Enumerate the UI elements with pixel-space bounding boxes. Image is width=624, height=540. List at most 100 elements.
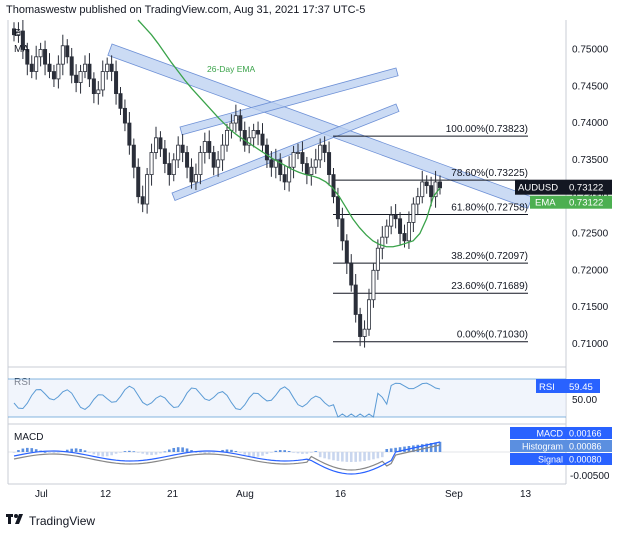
price-tick-label: 0.74500: [572, 81, 609, 92]
time-tick-label: Aug: [236, 489, 254, 500]
macd-histogram-bar: [323, 452, 326, 459]
candle-body: [38, 49, 43, 58]
macd-histogram-bar: [292, 452, 295, 453]
candle-body: [189, 166, 194, 183]
macd-histogram-bar: [252, 452, 255, 457]
candle-body: [109, 63, 114, 72]
price-tick-label: 0.74000: [572, 118, 609, 129]
candle-body: [176, 144, 181, 161]
candle-body: [220, 144, 225, 161]
macd-histogram-bar: [416, 444, 420, 452]
indicator-label-1: E: [14, 28, 21, 39]
macd-histogram-bar: [207, 452, 211, 454]
footer-brand: TradingView: [29, 513, 96, 528]
macd-histogram-bar: [88, 452, 91, 453]
macd-histogram-bar: [101, 452, 105, 457]
candle-body: [78, 71, 83, 83]
candle-body: [309, 166, 314, 175]
candle-body: [153, 137, 158, 153]
candle-body: [127, 122, 132, 146]
rsi-band: [8, 379, 566, 417]
candle-body: [83, 63, 88, 72]
ema-tag-label: EMA: [535, 198, 556, 209]
candle-body: [74, 74, 79, 83]
macd-histogram-bar: [199, 452, 202, 453]
ema-line: [137, 19, 441, 248]
macd-histogram-bar: [105, 452, 109, 457]
candle-body: [211, 152, 216, 168]
price-tick-label: 0.71000: [572, 339, 609, 350]
candle-body: [264, 144, 269, 161]
candle-body: [269, 159, 274, 168]
rsi-tag-label-box: [536, 379, 566, 393]
macd-histogram-bar: [354, 452, 357, 462]
candle-body: [349, 262, 354, 286]
candle-body: [340, 218, 345, 242]
time-tick-label: 21: [167, 489, 179, 500]
candle-body: [56, 63, 61, 80]
macd-histogram-bar: [420, 444, 424, 452]
macd-histogram-bar: [243, 452, 247, 455]
time-tick-label: 12: [100, 489, 112, 500]
candle-body: [207, 141, 212, 153]
macd-histogram-bar: [176, 447, 180, 452]
macd-histogram-bar: [154, 452, 158, 455]
candle-body: [47, 63, 52, 72]
candle-body: [411, 203, 416, 223]
candle-body: [114, 71, 119, 95]
rsi-tag-label: RSI: [539, 382, 555, 393]
macd-histogram-bar: [190, 450, 193, 452]
macd-histogram-bar: [256, 452, 260, 457]
macd-histogram-bar: [318, 452, 322, 458]
candle-body: [65, 45, 70, 58]
macd-histogram-bar: [43, 451, 47, 453]
candle-body: [424, 181, 429, 187]
macd-line: [13, 441, 441, 475]
macd-histogram-bar: [212, 452, 215, 453]
macd-histogram-bar: [278, 450, 282, 452]
fib-level-label: 61.80%(0.72758): [451, 202, 528, 213]
macd-histogram-bar: [92, 452, 96, 455]
macd-histogram-bar: [12, 452, 16, 453]
candle-body: [11, 28, 16, 36]
macd-histogram-bar: [172, 447, 176, 452]
macd-histogram-bar: [332, 452, 335, 461]
macd-histogram-bar: [234, 450, 238, 452]
candle-body: [256, 130, 261, 135]
macd-histogram-bar: [181, 447, 184, 452]
macd-histogram-bar: [310, 452, 313, 453]
candle-body: [406, 222, 411, 242]
candle-body: [393, 214, 398, 220]
macd-panel-label: MACD: [14, 432, 43, 443]
macd-histogram-bar: [363, 452, 366, 461]
candle-body: [25, 49, 30, 65]
candle-body: [145, 174, 150, 205]
macd-histogram-bar: [128, 450, 131, 452]
fib-level-label: 0.00%(0.71030): [457, 330, 528, 341]
macd-tag-value: 0.00166: [569, 429, 602, 439]
candle-body: [420, 181, 425, 198]
signal-tag-label: Signal: [538, 455, 563, 465]
macd-histogram-bar: [327, 452, 331, 460]
candle-body: [295, 152, 300, 154]
macd-histogram-bar: [97, 452, 100, 456]
macd-histogram-bar: [159, 452, 162, 454]
macd-histogram-bar: [21, 448, 25, 452]
candle-body: [371, 269, 376, 301]
candle-body: [433, 181, 438, 198]
macd-histogram-bar: [394, 447, 397, 452]
candle-body: [69, 56, 74, 76]
macd-histogram-bar: [132, 451, 136, 453]
candle-body: [287, 166, 292, 183]
macd-histogram-bar: [57, 452, 60, 453]
candle-body: [437, 181, 442, 189]
histogram-tag-value: 0.00086: [569, 442, 602, 452]
macd-histogram-bar: [203, 452, 207, 454]
candle-body: [29, 63, 34, 72]
candle-body: [118, 93, 123, 109]
candle-body: [344, 240, 349, 264]
candle-body: [131, 144, 136, 168]
macd-histogram-bar: [265, 452, 269, 455]
ema-annotation: 26-Day EMA: [207, 64, 256, 74]
